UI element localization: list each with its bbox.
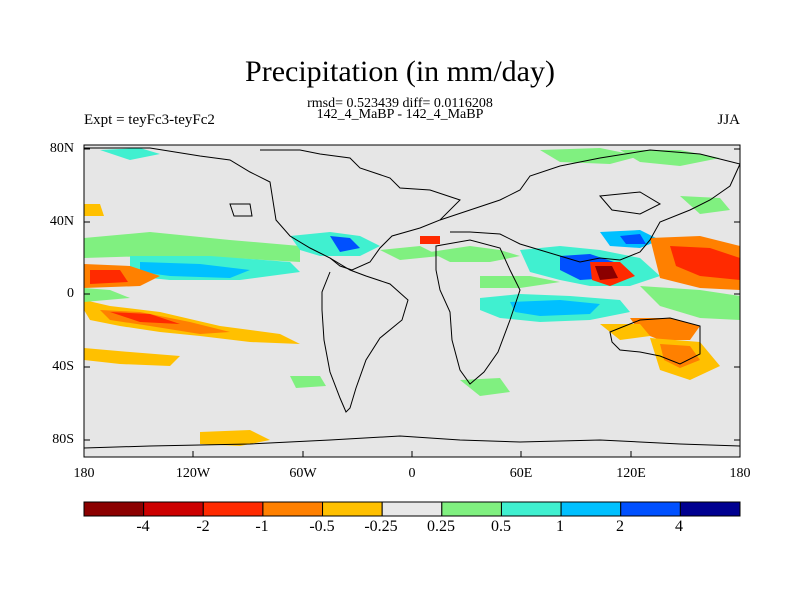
africa-green (430, 246, 520, 262)
colorbar-label: -1 (255, 518, 269, 535)
wpac-red (670, 246, 740, 280)
y-tick-label: 80S (52, 432, 74, 447)
atlantic-green (380, 246, 440, 260)
plot-subtitle: 142_4_MaBP - 142_4_MaBP (316, 107, 484, 122)
y-tick-label: 40S (52, 359, 74, 374)
npac-green (680, 196, 730, 214)
atlantic-blue (330, 236, 360, 252)
x-tick-label: 180 (73, 466, 95, 481)
spcz-yellow (84, 300, 300, 344)
axis-ticks (83, 148, 741, 457)
y-tick-label: 80N (49, 141, 74, 156)
colorbar-label: 0.25 (427, 518, 455, 535)
colorbar-swatch (441, 501, 502, 517)
green-band-2 (84, 288, 130, 302)
southern-yellow (200, 430, 270, 446)
south-orange-2 (660, 344, 700, 368)
eurasia-coast (439, 149, 740, 263)
stats-line: rmsd= 0.523439 diff= 0.0116208 (307, 96, 493, 111)
south-america-coast (321, 257, 409, 413)
colorbar-label: 0.5 (491, 518, 511, 535)
season-label: JJA (717, 112, 740, 128)
africa-coast (435, 239, 521, 385)
colorbar-swatch (262, 501, 324, 517)
blue-core (140, 262, 250, 278)
precip-field (84, 148, 740, 446)
colorbar-swatch (500, 501, 562, 517)
colorbar-swatch (679, 501, 741, 517)
experiment-label: Expt = teyFc3-teyFc2 (84, 112, 215, 128)
colorbar-swatch (322, 501, 383, 517)
indian-blue (510, 300, 600, 316)
monsoon-darkred (595, 266, 618, 280)
plot-title: Precipitation (in mm/day) (245, 55, 555, 88)
colorbar-label: 4 (675, 518, 683, 535)
indian-green (480, 276, 560, 288)
colorbar-swatch (381, 501, 443, 517)
x-tick-label: 180 (729, 466, 751, 481)
y-tick-label: 40N (49, 214, 74, 229)
x-tick-label: 120E (616, 466, 646, 481)
south-atlantic-green (290, 376, 326, 388)
colorbar-swatch (620, 501, 681, 517)
australia-coast (609, 317, 701, 365)
wpac-green (640, 286, 740, 320)
south-pacific-yellow (600, 324, 650, 340)
north-america-coast (84, 147, 461, 271)
colorbar-label: 1 (556, 518, 564, 535)
colorbar-swatch (560, 501, 622, 517)
colorbar-label: -0.5 (309, 518, 335, 535)
japan-coast (598, 191, 662, 215)
antarctica-coast (84, 435, 740, 449)
colorbar-label: -4 (136, 518, 150, 535)
y-tick-label: 0 (67, 286, 74, 301)
colorbar-swatch (202, 501, 264, 517)
x-tick-label: 60E (509, 466, 533, 481)
x-tick-label: 60W (289, 466, 317, 481)
x-tick-label: 120W (175, 466, 211, 481)
red-patch (90, 270, 128, 284)
map-background (84, 145, 740, 457)
siberia-green (540, 148, 640, 164)
spcz-red (110, 312, 180, 324)
south-yellow (84, 348, 180, 366)
colorbar-label: 2 (616, 518, 624, 535)
colorbar-label: -2 (196, 518, 210, 535)
arctic-cyan (100, 148, 160, 160)
x-tick-label: 0 (408, 466, 416, 481)
npac-yellow (84, 204, 104, 216)
colorbar-swatch (83, 501, 145, 517)
colorbar-label: -0.25 (364, 518, 398, 535)
green-band (84, 232, 300, 262)
island-coast (229, 203, 253, 217)
colorbar-swatch (143, 501, 204, 517)
coastlines (84, 147, 740, 449)
east-asia-deepblue (620, 234, 646, 244)
africa-red (420, 236, 440, 244)
